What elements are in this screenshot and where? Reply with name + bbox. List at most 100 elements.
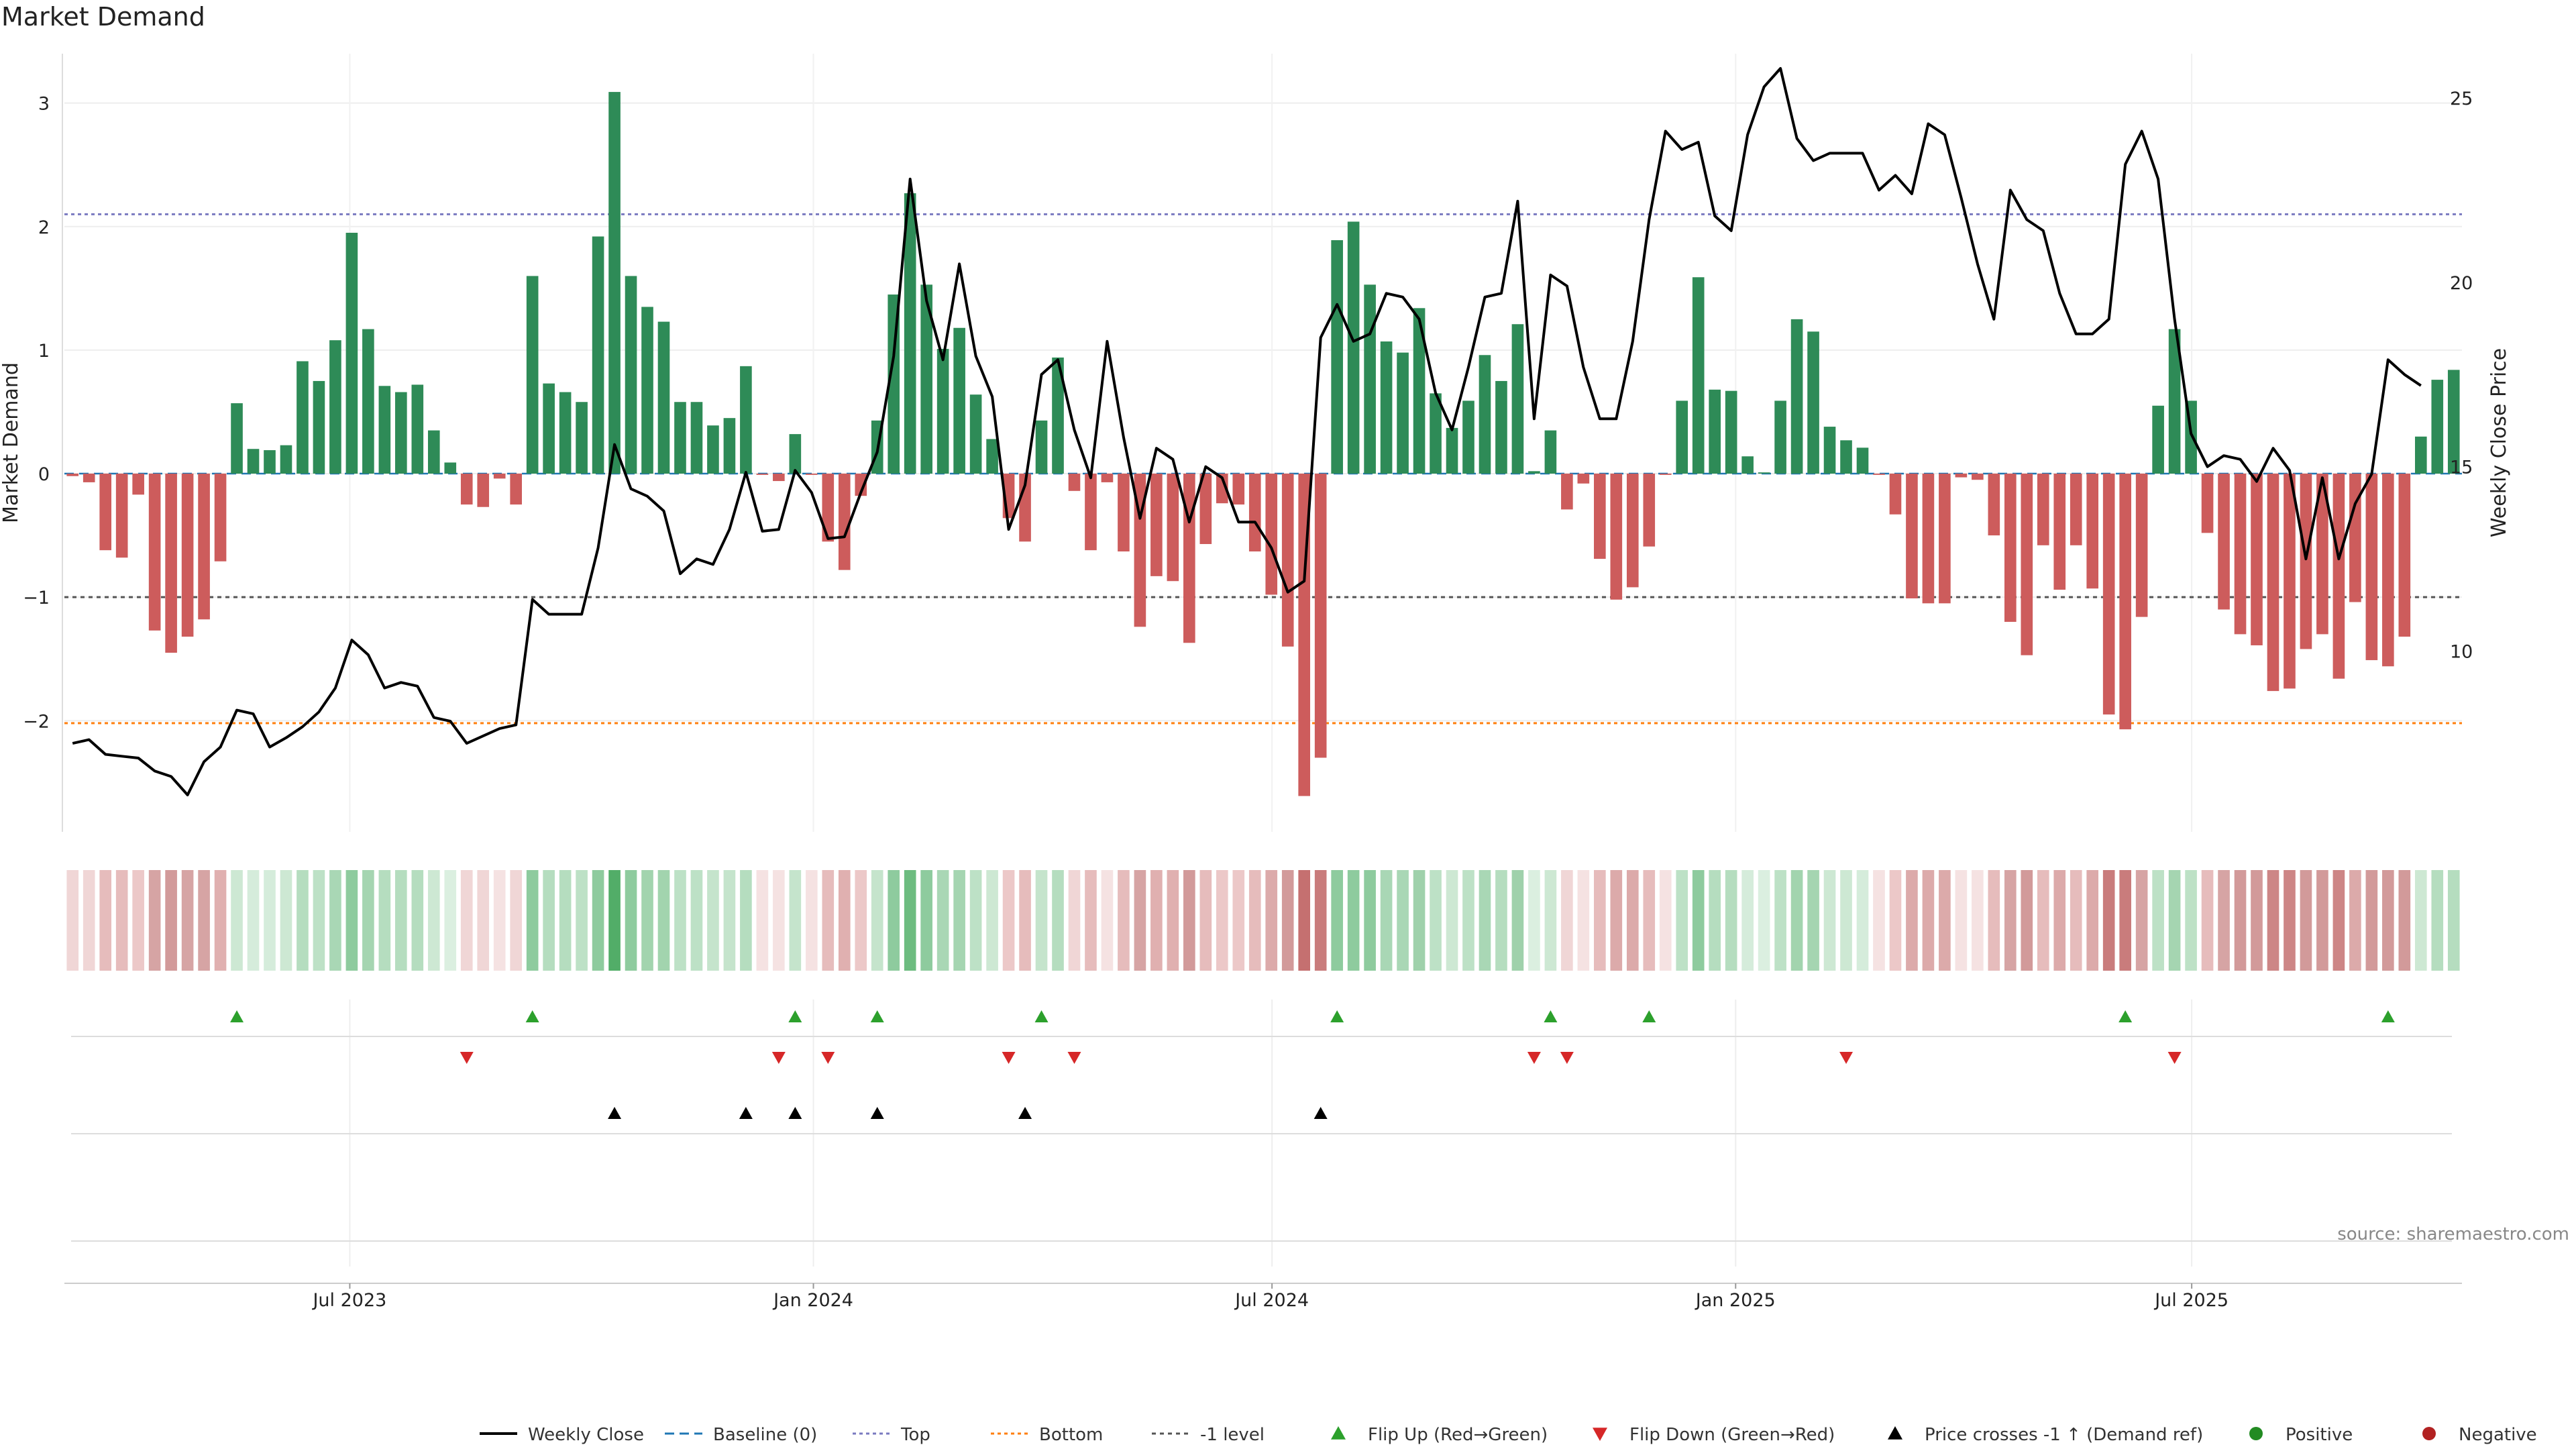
heat-strip-cell (1183, 870, 1195, 971)
demand-bar (2119, 474, 2131, 730)
heat-strip-cell (1889, 870, 1902, 971)
heat-strip-cell (936, 870, 949, 971)
demand-bar (1495, 380, 1507, 474)
heat-strip-cell (773, 870, 785, 971)
heat-strip-cell (1906, 870, 1918, 971)
demand-bar (2234, 474, 2247, 635)
flip-up-marker (1034, 1010, 1049, 1022)
heat-strip-cell (395, 870, 407, 971)
demand-bar (822, 474, 835, 542)
heat-strip-cell (1364, 870, 1376, 971)
heat-strip-cell (1807, 870, 1819, 971)
heat-strip-cell (1544, 870, 1557, 971)
price-cross-marker (1018, 1107, 1032, 1119)
flip-up-marker (1544, 1010, 1558, 1022)
grid-layer (62, 54, 2462, 1267)
price-cross-marker (788, 1107, 802, 1119)
demand-bar (1972, 474, 1984, 480)
demand-bar (526, 276, 539, 474)
demand-bar (1331, 240, 1343, 474)
demand-bar (280, 445, 292, 474)
heat-strip-cell (264, 870, 276, 971)
demand-bar (264, 450, 276, 474)
event-marker-panels (71, 1010, 2452, 1242)
heat-strip-cell (543, 870, 555, 971)
heat-strip-cell (1118, 870, 1130, 971)
threshold-lines (64, 213, 2462, 724)
heat-strip-cell (2102, 870, 2115, 971)
flip-up-marker (1642, 1010, 1656, 1022)
heat-strip-cell (444, 870, 457, 971)
price-cross-marker (870, 1107, 884, 1119)
legend-item: -1 level (1152, 1425, 1265, 1445)
demand-bar (1873, 474, 1885, 475)
demand-bar (2332, 474, 2345, 679)
heat-strip-cell (871, 870, 883, 971)
demand-bar (378, 386, 391, 474)
demand-bar (773, 474, 785, 482)
demand-bar (674, 402, 686, 474)
flip-down-marker (771, 1052, 786, 1064)
legend-label: Top (900, 1425, 930, 1445)
heat-strip-cell (2135, 870, 2148, 971)
demand-bar (1364, 284, 1376, 474)
heat-strip-cell (1380, 870, 1393, 971)
heat-strip-cell (2070, 870, 2082, 971)
heat-strip-cell (2332, 870, 2345, 971)
demand-bar (1380, 341, 1393, 474)
heat-strip-cell (297, 870, 309, 971)
legend-item: Price crosses -1 ↑ (Demand ref) (1888, 1425, 2203, 1445)
demand-bar (690, 402, 703, 474)
heat-strip-cell (888, 870, 900, 971)
y-axis-label: Market Demand (0, 362, 23, 523)
demand-bar (395, 392, 407, 474)
x-tick-label: Jul 2024 (1234, 1290, 1309, 1311)
demand-bar (1725, 390, 1737, 474)
demand-bar (1988, 474, 2000, 536)
demand-bar (1413, 308, 1426, 474)
heat-strip-cell (657, 870, 670, 971)
y-tick-label: 2 (38, 217, 50, 238)
heat-strip-cell (1002, 870, 1015, 971)
demand-bar (297, 361, 309, 474)
demand-bar (936, 349, 949, 474)
demand-bar (1544, 430, 1557, 474)
heat-strip-cell (1511, 870, 1524, 971)
heat-strip-cell (2382, 870, 2394, 971)
heat-strip-cell (148, 870, 161, 971)
demand-bar (920, 284, 932, 474)
demand-bar (2431, 380, 2444, 474)
heat-strip-cell (986, 870, 998, 971)
demand-bar (1479, 355, 1491, 474)
demand-bar (1823, 427, 1836, 474)
heat-strip-cell (1922, 870, 1935, 971)
heat-strip-cell (231, 870, 243, 971)
demand-bar (247, 449, 260, 474)
demand-bar (444, 462, 457, 474)
circle-icon (2249, 1427, 2263, 1440)
legend-label: Baseline (0) (713, 1425, 817, 1445)
heat-strip-cell (641, 870, 653, 971)
heat-strip-cell (1232, 870, 1245, 971)
demand-bar (625, 276, 637, 474)
heat-strip-cell (1019, 870, 1031, 971)
heat-strip-cell (313, 870, 325, 971)
demand-bar (165, 474, 177, 653)
heat-strip-cell (674, 870, 686, 971)
legend-label: Positive (2286, 1425, 2353, 1445)
circle-icon (2422, 1427, 2436, 1440)
heat-strip-cell (2414, 870, 2427, 971)
demand-bar (2021, 474, 2033, 655)
demand-bars (66, 92, 2460, 796)
demand-bar (2382, 474, 2394, 667)
heat-strip-cell (1216, 870, 1228, 971)
heat-strip-cell (1873, 870, 1885, 971)
triangle-down-icon (1593, 1428, 1607, 1441)
demand-bar (2201, 474, 2214, 533)
y2-tick-label: 10 (2450, 642, 2473, 663)
heat-strip-cell (1150, 870, 1163, 971)
demand-bar (2300, 474, 2312, 649)
demand-bar (1790, 319, 1803, 474)
heat-strip-cell (510, 870, 522, 971)
heat-strip-cell (2218, 870, 2230, 971)
